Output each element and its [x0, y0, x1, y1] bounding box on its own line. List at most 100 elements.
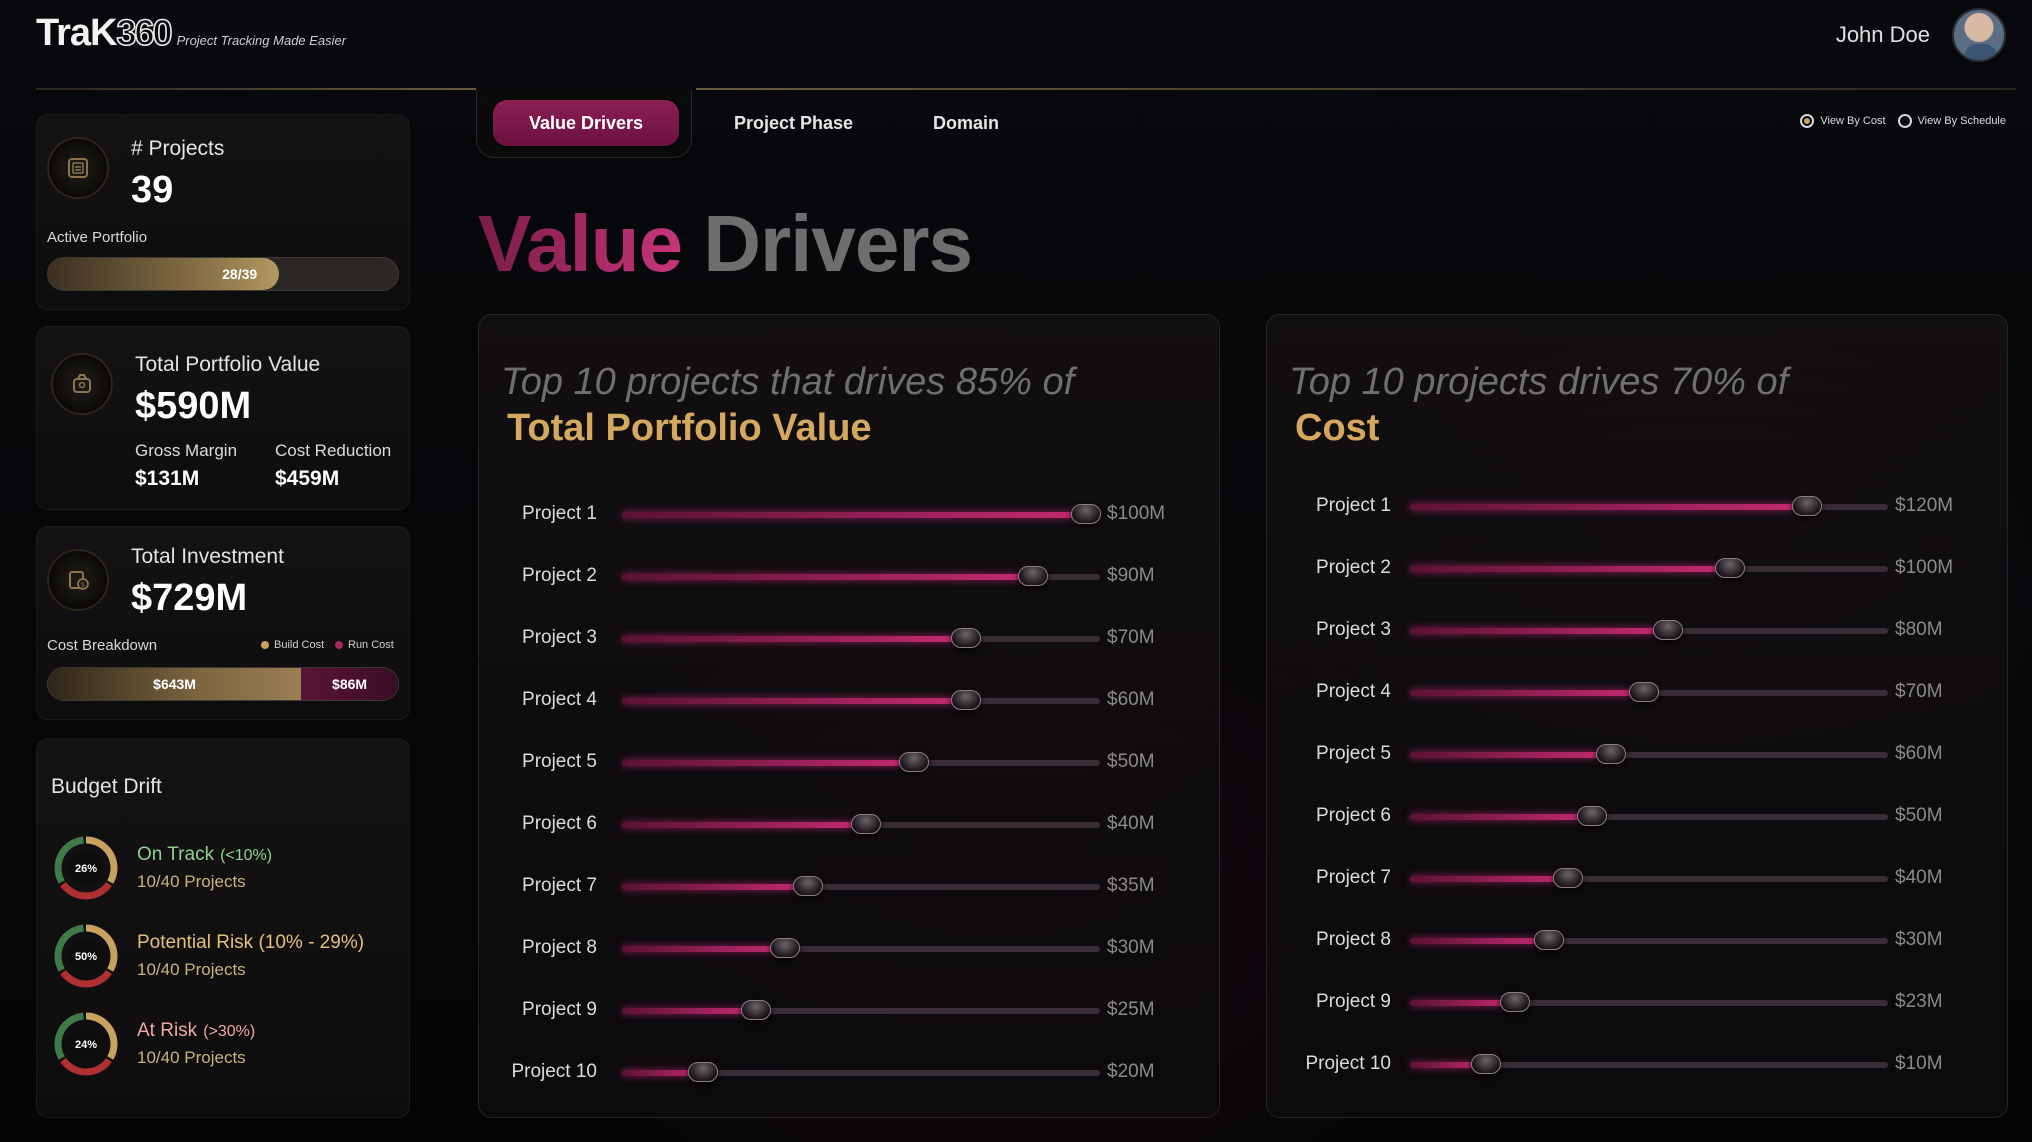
chart-bar-track — [622, 752, 1100, 772]
value-chart-panel: Top 10 projects that drives 85% of Total… — [478, 314, 1220, 1118]
chart-bar — [1410, 752, 1611, 758]
radio-empty-icon[interactable] — [1897, 114, 1912, 128]
view-by-cost-label: View By Cost — [1820, 115, 1886, 127]
logo[interactable]: TraK 360 Project Tracking Made Easier — [36, 11, 346, 54]
donut-segment — [54, 836, 85, 884]
slider-handle[interactable] — [1533, 930, 1564, 950]
chart-bar-track — [1410, 620, 1888, 640]
chart-value-label: $60M — [1895, 743, 1943, 764]
user-menu[interactable]: John Doe — [1836, 8, 2006, 62]
budget-drift-item-range: (<10%) — [220, 847, 273, 864]
tab-project-phase[interactable]: Project Phase — [734, 112, 854, 133]
portfolio-value: $590M — [135, 385, 252, 427]
logo-word: TraK — [36, 12, 117, 54]
chart-bar-track — [622, 876, 1100, 896]
donut-segment — [85, 836, 118, 884]
budget-drift-item[interactable]: 26% On Track (<10%) 10/40 Projects — [51, 833, 272, 903]
chart-category-label: Project 4 — [522, 689, 597, 710]
chart-value-label: $23M — [1895, 991, 1943, 1012]
chart-bar — [1410, 938, 1549, 944]
chart-bar-track — [622, 628, 1100, 648]
chart-bar-track — [622, 566, 1100, 586]
chart-category-label: Project 9 — [522, 999, 597, 1020]
slider-handle[interactable] — [740, 1000, 771, 1020]
tab-domain[interactable]: Domain — [933, 112, 1000, 133]
budget-drift-item-sub: 10/40 Projects — [137, 872, 246, 891]
slider-handle[interactable] — [1653, 620, 1684, 640]
chart-category-label: Project 7 — [522, 875, 597, 896]
chart-row: Project 1 $120M — [1267, 487, 2007, 527]
donut-segment — [85, 1012, 118, 1060]
budget-drift-text: Potential Risk (10% - 29%) 10/40 Projects — [137, 932, 370, 980]
slider-handle[interactable] — [793, 876, 824, 896]
slider-handle[interactable] — [1018, 566, 1049, 586]
chart-value-label: $80M — [1895, 619, 1943, 640]
slider-handle[interactable] — [1715, 558, 1746, 578]
view-by-schedule-radio[interactable]: View By Schedule — [1897, 114, 2006, 128]
portfolio-value-label: Total Portfolio Value — [135, 353, 321, 376]
chart-row: Project 3 $80M — [1267, 611, 2007, 651]
slider-handle[interactable] — [951, 628, 982, 648]
chart-row: Project 10 $20M — [479, 1053, 1219, 1093]
investment-label: Total Investment — [131, 545, 284, 568]
donut-segment — [60, 969, 112, 988]
chart-value-label: $30M — [1107, 937, 1155, 958]
donut-percent: 50% — [75, 951, 97, 963]
chart-value-label: $60M — [1107, 689, 1155, 710]
budget-drift-item[interactable]: 24% At Risk (>30%) 10/40 Projects — [51, 1009, 255, 1079]
run-cost-segment: $86M — [301, 668, 398, 700]
slider-handle[interactable] — [1471, 1054, 1502, 1074]
chart-bar — [622, 574, 1034, 580]
chart-bar — [1410, 1062, 1487, 1068]
radio-selected-icon[interactable] — [1800, 114, 1815, 128]
slider-handle[interactable] — [1595, 744, 1626, 764]
chart-bar-track — [622, 938, 1100, 958]
chart-bar — [1410, 628, 1669, 634]
legend-build-cost: Build Cost — [261, 639, 324, 651]
legend-build-label: Build Cost — [274, 639, 325, 651]
budget-drift-text: On Track (<10%) 10/40 Projects — [137, 844, 272, 892]
budget-drift-item[interactable]: 50% Potential Risk (10% - 29%) 10/40 Proje… — [51, 921, 370, 991]
gross-margin-value: $131M — [135, 467, 200, 490]
chart-row: Project 3 $70M — [479, 619, 1219, 659]
chart-bar-track — [1410, 744, 1888, 764]
budget-drift-item-label: Potential Risk (10% - 29%) — [137, 932, 365, 953]
coins-icon: $ — [47, 549, 109, 611]
avatar[interactable] — [1952, 8, 2006, 62]
projects-label: # Projects — [131, 137, 225, 160]
header-divider-left — [36, 88, 476, 90]
chart-category-label: Project 5 — [1316, 743, 1391, 764]
donut-segment — [54, 1012, 85, 1060]
page-title: Value Drivers — [478, 198, 973, 290]
view-by-cost-radio[interactable]: View By Cost — [1800, 114, 1886, 128]
donut-gauge-icon: 26% — [54, 836, 118, 900]
slider-handle[interactable] — [850, 814, 881, 834]
slider-handle[interactable] — [1500, 992, 1531, 1012]
svg-text:$: $ — [81, 581, 85, 589]
chart-value-label: $70M — [1895, 681, 1943, 702]
legend-run-label: Run Cost — [348, 639, 394, 651]
tab-value-drivers[interactable]: Value Drivers — [493, 100, 679, 146]
slider-handle[interactable] — [769, 938, 800, 958]
slider-handle[interactable] — [1576, 806, 1607, 826]
cost-breakdown-label: Cost Breakdown — [47, 637, 158, 654]
cost-reduction-value: $459M — [275, 467, 340, 490]
build-cost-value: $643M — [153, 676, 196, 692]
chart-row: Project 5 $50M — [479, 743, 1219, 783]
slider-handle[interactable] — [1629, 682, 1660, 702]
slider-handle[interactable] — [688, 1062, 719, 1082]
slider-handle[interactable] — [951, 690, 982, 710]
slider-handle[interactable] — [1070, 504, 1101, 524]
slider-handle[interactable] — [898, 752, 929, 772]
chart-row: Project 6 $50M — [1267, 797, 2007, 837]
chart-value-label: $50M — [1895, 805, 1943, 826]
slider-handle[interactable] — [1791, 496, 1822, 516]
donut-percent: 26% — [75, 863, 97, 875]
chart-value-label: $100M — [1107, 503, 1166, 524]
projects-card: # Projects 39 Active Portfolio 28/39 — [36, 114, 410, 310]
chart-row: Project 1 $100M — [479, 495, 1219, 535]
chart-category-label: Project 6 — [522, 813, 597, 834]
chart-bar-track — [1410, 868, 1888, 888]
slider-handle[interactable] — [1552, 868, 1583, 888]
